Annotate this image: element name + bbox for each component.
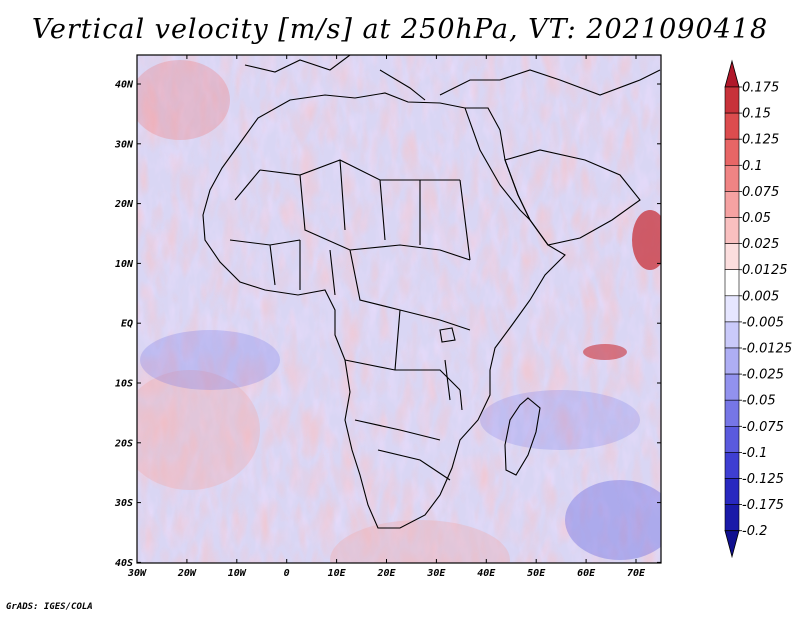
colorbar-label: -0.1	[742, 446, 767, 461]
plot-frame	[136, 54, 662, 564]
colorbar-top-arrow	[724, 59, 740, 88]
lat-tick-label: 30S	[114, 498, 133, 509]
colorbar-swatch	[724, 321, 740, 349]
lon-tick-label: 40E	[477, 568, 496, 579]
lat-tick-label: 10S	[115, 379, 133, 390]
colorbar-swatch	[724, 86, 740, 114]
colorbar-swatch	[724, 399, 740, 427]
colorbar-label: -0.175	[742, 498, 784, 513]
lon-tick-label: 50E	[527, 568, 546, 579]
coastlines-and-borders	[202, 55, 661, 529]
lon-tick-label: 0	[284, 568, 290, 579]
lat-tick-label: 20N	[114, 199, 134, 210]
lon-tick-label: 20E	[376, 568, 396, 579]
lon-tick-label: 70E	[627, 568, 646, 579]
latitude-axis: 40N 30N 20N 10N EQ 10S 20S 30S 40S	[114, 80, 661, 569]
colorbar-label: 0.025	[742, 237, 779, 252]
colorbar-swatch	[724, 165, 740, 192]
lat-tick-label: 10N	[115, 259, 134, 270]
colorbar-label: -0.05	[742, 394, 776, 409]
grads-credit: GrADS: IGES/COLA	[6, 602, 93, 612]
lon-tick-label: 30E	[426, 568, 446, 579]
colorbar-swatch	[724, 347, 740, 375]
lat-tick-label: 40S	[115, 558, 133, 569]
colorbar-label: -0.075	[742, 420, 784, 435]
lat-tick-label: 20S	[114, 438, 133, 449]
colorbar-label: -0.005	[742, 315, 784, 330]
colorbar-label: -0.2	[742, 524, 767, 539]
colorbar-swatch	[724, 112, 740, 140]
velocity-field	[137, 55, 661, 563]
colorbar-swatch	[724, 217, 740, 244]
colorbar-label: 0.0125	[742, 263, 788, 278]
lon-tick-label: 20W	[177, 568, 197, 579]
lat-tick-label: EQ	[121, 319, 133, 330]
longitude-axis: 30W 20W 10W 0 10E 20E 30E 40E 50E 60E 70E	[127, 55, 646, 579]
colorbar-label: 0.175	[742, 81, 779, 96]
colorbar-swatch	[724, 504, 740, 532]
colorbar-label: 0.1	[742, 159, 763, 174]
colorbar-swatch	[724, 269, 740, 297]
colorbar-swatch	[724, 373, 740, 401]
lon-tick-label: 30W	[127, 568, 147, 579]
lon-tick-label: 10E	[328, 568, 347, 579]
colorbar: 0.175 0.15 0.125 0.1 0.075 0.05 0.025 0.0125 0.0…	[724, 59, 792, 559]
colorbar-label: 0.125	[742, 133, 779, 148]
map-title: Vertical velocity [m/s] at 250hPa, VT: 2…	[31, 14, 769, 45]
colorbar-label: 0.05	[742, 211, 771, 226]
lon-tick-label: 60E	[577, 568, 596, 579]
colorbar-label: -0.025	[742, 368, 784, 383]
colorbar-bottom-arrow	[724, 530, 740, 559]
colorbar-swatch	[724, 243, 740, 271]
colorbar-swatch	[724, 295, 740, 323]
colorbar-label: 0.15	[742, 107, 771, 122]
colorbar-label: 0.075	[742, 185, 779, 200]
colorbar-label: -0.0125	[742, 342, 792, 357]
colorbar-swatch	[724, 452, 740, 479]
colorbar-swatch	[724, 191, 740, 218]
colorbar-label: -0.125	[742, 472, 784, 487]
colorbar-swatch	[724, 138, 740, 166]
lat-tick-label: 30N	[114, 139, 134, 150]
colorbar-label: 0.005	[742, 289, 779, 304]
colorbar-swatch	[724, 425, 740, 453]
lat-tick-label: 40N	[115, 80, 134, 91]
colorbar-swatch	[724, 478, 740, 505]
lon-tick-label: 10W	[228, 568, 247, 579]
